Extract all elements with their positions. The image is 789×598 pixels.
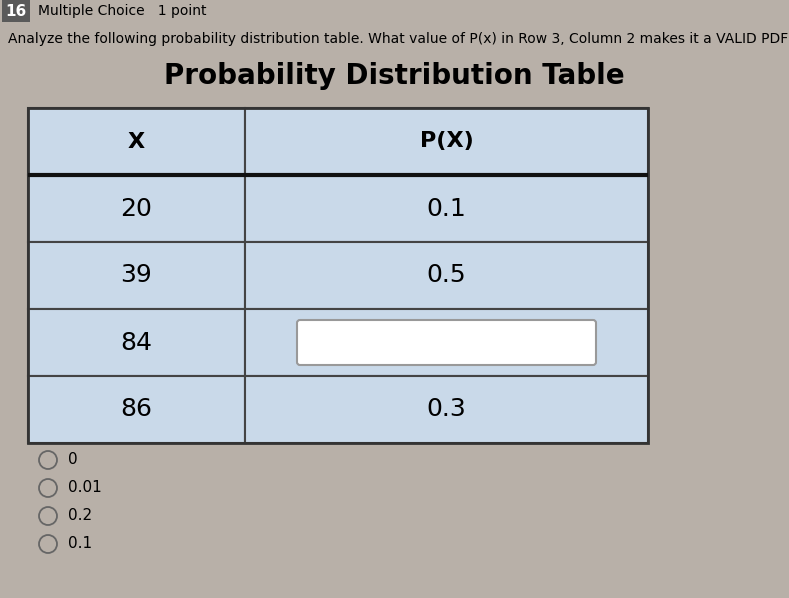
Text: 20: 20 [121,197,152,221]
Text: P(X): P(X) [420,132,473,151]
FancyBboxPatch shape [28,108,245,175]
FancyBboxPatch shape [245,376,648,443]
Text: 39: 39 [121,264,152,288]
Text: Multiple Choice   1 point: Multiple Choice 1 point [38,4,207,18]
Text: Analyze the following probability distribution table. What value of P(x) in Row : Analyze the following probability distri… [8,32,789,46]
Text: 0.5: 0.5 [427,264,466,288]
FancyBboxPatch shape [245,242,648,309]
Text: X: X [128,132,145,151]
FancyBboxPatch shape [245,309,648,376]
FancyBboxPatch shape [245,108,648,175]
Text: 16: 16 [6,4,27,19]
Text: 0.1: 0.1 [68,536,92,551]
Text: 0.2: 0.2 [68,508,92,523]
FancyBboxPatch shape [28,309,245,376]
Text: 0: 0 [68,453,77,468]
FancyBboxPatch shape [28,175,245,242]
FancyBboxPatch shape [28,242,245,309]
Text: 0.1: 0.1 [427,197,466,221]
Text: 0.01: 0.01 [68,481,102,496]
FancyBboxPatch shape [28,376,245,443]
FancyBboxPatch shape [245,175,648,242]
Text: 0.3: 0.3 [427,398,466,422]
Text: 86: 86 [121,398,152,422]
Text: Probability Distribution Table: Probability Distribution Table [163,62,624,90]
FancyBboxPatch shape [297,320,596,365]
Text: 84: 84 [121,331,152,355]
FancyBboxPatch shape [2,0,30,22]
